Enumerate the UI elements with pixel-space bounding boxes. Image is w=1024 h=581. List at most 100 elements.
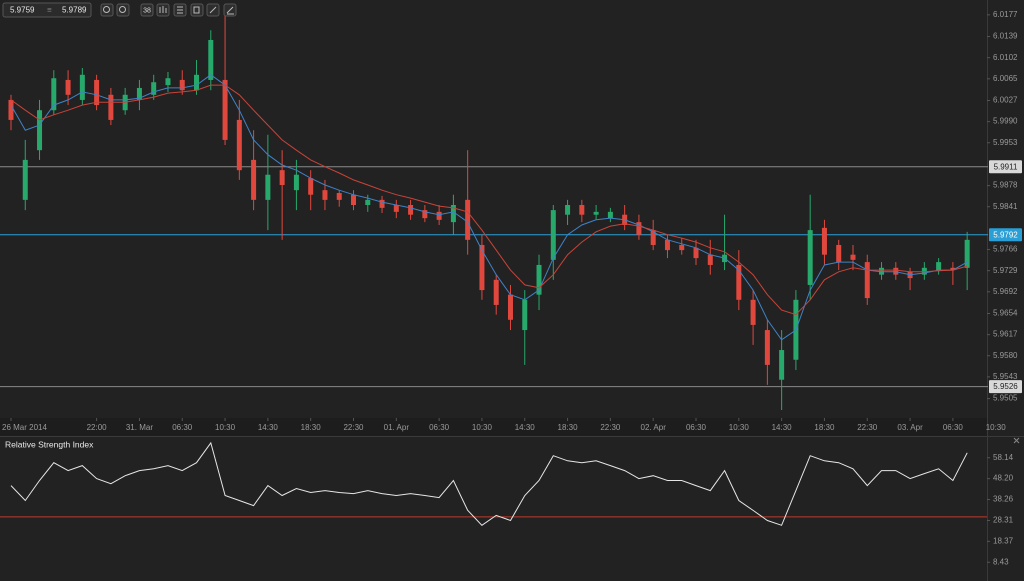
copy-button[interactable] (190, 3, 204, 17)
y-tick-label: 28.31 (993, 516, 1014, 525)
zoom-in-icon (119, 6, 126, 13)
candle-body (536, 264, 542, 295)
candle-body (936, 262, 942, 271)
y-tick-label: 5.9766 (993, 245, 1018, 254)
candle-body (764, 330, 770, 365)
candle-body (879, 267, 885, 275)
candle-body (893, 267, 899, 275)
x-tick-label: 10:30 (729, 423, 750, 432)
y-tick-label: 6.0139 (993, 32, 1018, 41)
candle-body (365, 199, 371, 205)
candle-body (408, 205, 414, 215)
candle-body (151, 82, 157, 95)
candle-body (450, 205, 456, 223)
price-level-label-box (989, 160, 1022, 174)
candle-body (664, 239, 670, 251)
x-tick-label: 22:30 (600, 423, 621, 432)
candle-body (51, 78, 57, 111)
candle-body (807, 230, 813, 285)
candle-body (779, 350, 785, 380)
candle-body (322, 190, 328, 200)
zoom-out-button[interactable] (100, 3, 114, 17)
x-tick-label: 18:30 (814, 423, 835, 432)
toolbar: 5.9759 ≡ 5.9789 38 (2, 2, 237, 18)
copy-icon (193, 6, 200, 14)
x-tick-label: 06:30 (429, 423, 450, 432)
y-tick-label: 38.26 (993, 495, 1014, 504)
time-axis-strip (0, 418, 987, 437)
candle-body (65, 79, 71, 95)
candle-body (8, 99, 14, 120)
x-tick-label: 01. Apr (384, 423, 410, 432)
period-button[interactable] (140, 3, 154, 17)
rsi-title: Relative Strength Index (5, 439, 94, 449)
ask-price: 5.9789 (62, 6, 87, 15)
candle-body (750, 299, 756, 325)
x-tick-label: 18:30 (558, 423, 579, 432)
candle-body (22, 159, 28, 200)
x-tick-label: 22:30 (343, 423, 364, 432)
x-tick-label: 14:30 (515, 423, 536, 432)
x-tick-label: 06:30 (172, 423, 193, 432)
price-level-label-box (989, 228, 1022, 242)
candle-body (393, 205, 399, 212)
draw-icon (226, 6, 234, 15)
x-tick-label: 26 Mar 2014 (2, 423, 47, 432)
candle-body (507, 294, 513, 320)
candle-body (379, 199, 385, 208)
y-tick-label: 6.0177 (993, 10, 1018, 19)
quote-box[interactable] (2, 2, 92, 18)
price-level-label: 5.9526 (993, 382, 1018, 391)
candle-body (422, 210, 428, 219)
x-tick-label: 03. Apr (897, 423, 923, 432)
candle-body (550, 210, 556, 260)
candle-body (921, 267, 927, 275)
candle-body (679, 244, 685, 251)
y-tick-label: 5.9953 (993, 138, 1018, 147)
candle-body (222, 79, 228, 140)
candle-body (593, 211, 599, 215)
x-tick-label: 10:30 (986, 423, 1007, 432)
candle-body (864, 262, 870, 299)
x-tick-label: 31. Mar (126, 423, 153, 432)
candle-body (493, 279, 499, 305)
x-tick-label: 10:30 (215, 423, 236, 432)
x-tick-label: 02. Apr (641, 423, 667, 432)
candle-body (479, 244, 485, 291)
y-tick-label: 5.9617 (993, 330, 1018, 339)
bid-price: 5.9759 (10, 6, 35, 15)
zoom-out-icon (103, 6, 110, 13)
zoom-in-button[interactable] (116, 3, 130, 17)
indicators-icon (177, 6, 183, 14)
x-tick-label: 22:00 (87, 423, 108, 432)
x-tick-label: 06:30 (686, 423, 707, 432)
x-tick-label: 14:30 (772, 423, 793, 432)
candle-body (850, 254, 856, 260)
y-tick-label: 5.9692 (993, 287, 1018, 296)
candle-body (350, 194, 356, 205)
candle-body (279, 170, 285, 186)
y-tick-label: 8.43 (993, 557, 1009, 566)
moving-average-line (10, 74, 968, 341)
candle-body (565, 205, 571, 215)
x-tick-label: 06:30 (943, 423, 964, 432)
edit-icon (209, 6, 217, 14)
y-tick-label: 5.9580 (993, 351, 1018, 360)
y-tick-label: 5.9990 (993, 117, 1018, 126)
y-tick-label: 5.9654 (993, 309, 1018, 318)
candle-body (607, 211, 613, 219)
candle-body (465, 199, 471, 240)
candle-body (707, 254, 713, 265)
candle-body (522, 299, 528, 331)
candle-body (108, 94, 114, 120)
period-label: 38 (143, 7, 151, 14)
candle-body (964, 239, 970, 268)
candle-body (336, 193, 342, 200)
y-tick-label: 6.0027 (993, 96, 1018, 105)
candle-body (579, 205, 585, 215)
y-tick-label: 58.14 (993, 453, 1014, 462)
candle-body (950, 267, 956, 271)
candle-body (436, 211, 442, 220)
close-panel-button[interactable] (1013, 437, 1020, 444)
